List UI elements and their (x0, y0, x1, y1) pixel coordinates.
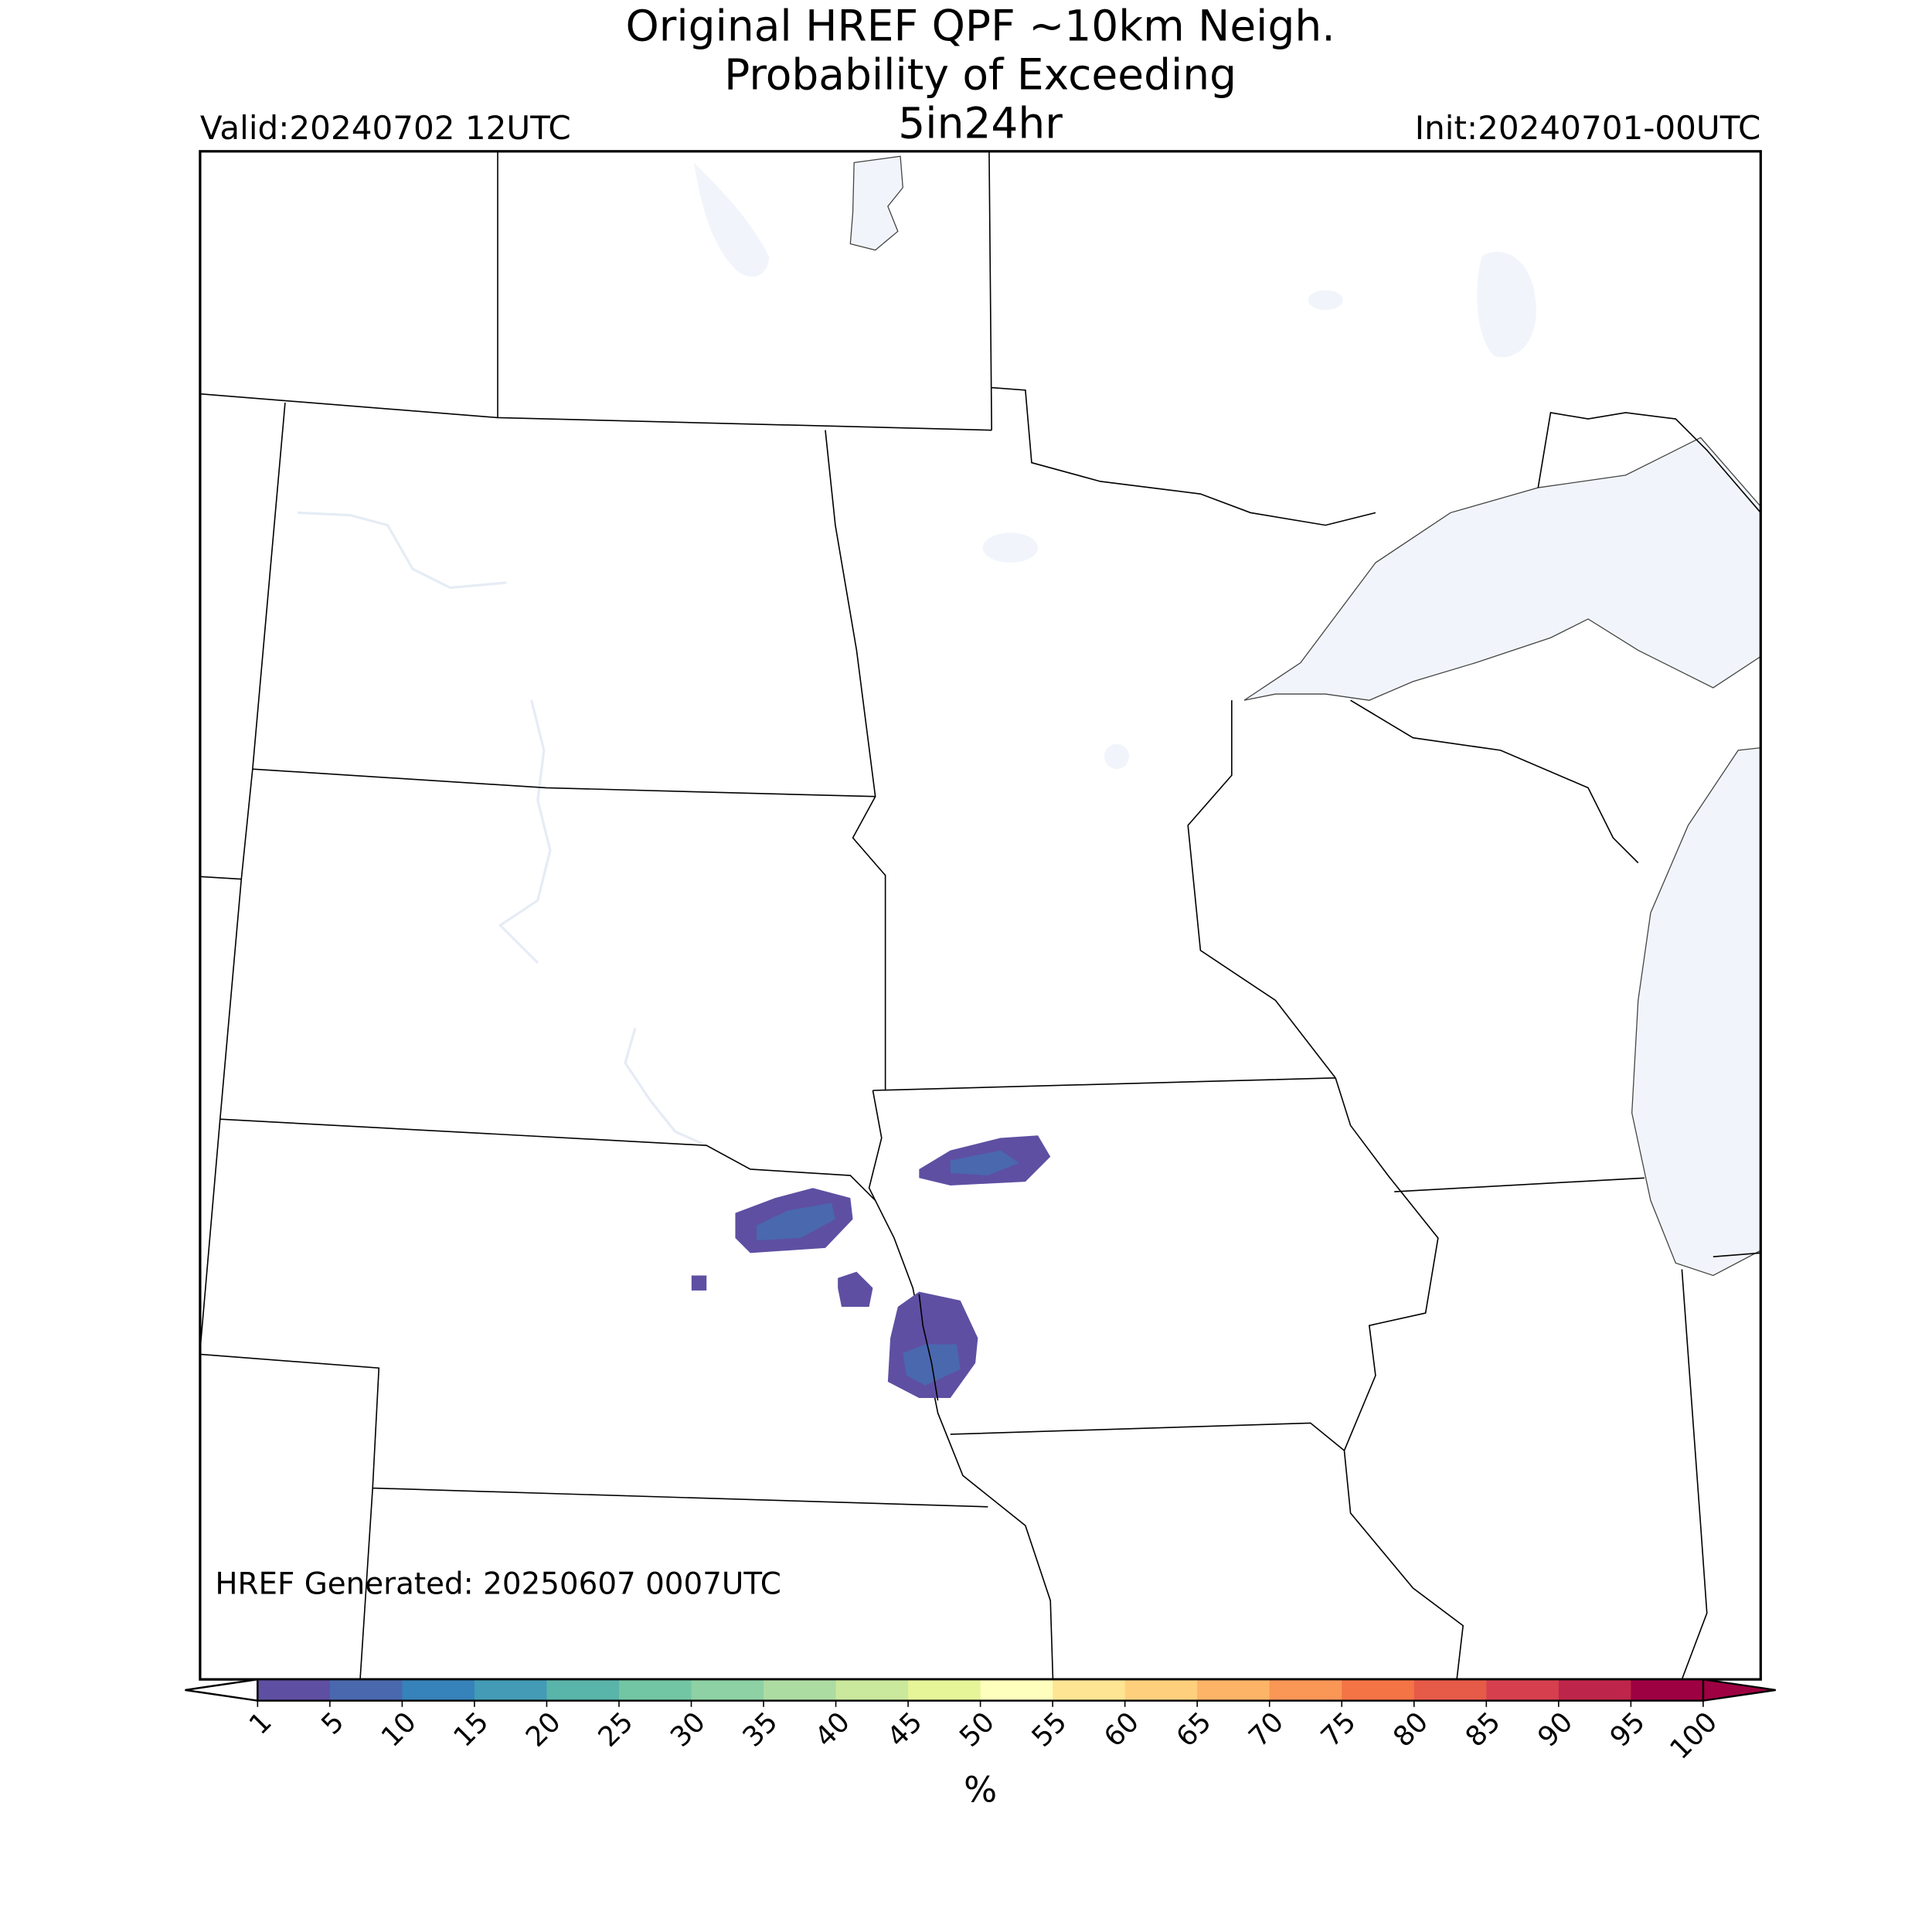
river (298, 511, 507, 590)
colorbar-extend (1702, 1678, 1776, 1702)
colorbar-tick-label: 10 (376, 1706, 423, 1753)
colorbar-segment (329, 1679, 403, 1701)
map-frame (199, 150, 1762, 1681)
colorbar-tick-label: 95 (1604, 1706, 1651, 1753)
colorbar-tick-label: 30 (665, 1706, 712, 1753)
lake (1308, 290, 1343, 311)
generated-time: HREF Generated: 20250607 0007UTC (215, 1566, 781, 1601)
lake (982, 532, 1039, 563)
title-line: Original HREF QPF ~10km Neigh. (625, 1, 1335, 50)
colorbar-segment (691, 1679, 764, 1701)
colorbar-label: % (964, 1769, 997, 1810)
colorbar-tick-label: 40 (809, 1706, 856, 1753)
colorbar-segment (980, 1679, 1053, 1701)
colorbar-tick-label: 90 (1532, 1706, 1579, 1753)
title-line: Probability of Exceeding (724, 49, 1236, 99)
colorbar-tick-label: 15 (447, 1706, 495, 1753)
probability-field (691, 1135, 1051, 1399)
lake (1631, 747, 1761, 1277)
colorbar-segment (1631, 1679, 1704, 1701)
colorbar-tick-label: 85 (1460, 1706, 1507, 1753)
colorbar-tick-label: 1 (243, 1706, 278, 1741)
lake (1243, 437, 1761, 701)
title-line: 5in24hr (898, 99, 1063, 148)
colorbar-tick-label: 25 (592, 1706, 639, 1753)
river (498, 699, 552, 964)
colorbar-segment (1413, 1679, 1488, 1701)
colorbar-tick-label: 20 (520, 1706, 567, 1753)
init-time: Init:20240701-00UTC (1415, 109, 1761, 147)
colorbar: 1 5 10 15 20 25 30 35 40 45 50 55 60 65 70 75 80 85 90 95 10… (185, 1678, 1776, 1766)
boundary (918, 1294, 939, 1401)
colorbar-tick-label: 55 (1026, 1706, 1073, 1753)
colorbar-tick-label: 60 (1098, 1706, 1145, 1753)
colorbar-segment (1342, 1679, 1415, 1701)
colorbar-tick-label: 35 (736, 1706, 784, 1753)
lake (849, 155, 903, 251)
colorbar-segment (474, 1679, 548, 1701)
colorbar-tick-label: 50 (954, 1706, 1001, 1753)
colorbar-segment (908, 1679, 981, 1701)
valid-time: Valid:20240702 12UTC (200, 109, 571, 147)
colorbar-segment (1558, 1679, 1632, 1701)
colorbar-tick-label: 100 (1664, 1706, 1723, 1766)
colorbar-segment (1197, 1679, 1270, 1701)
colorbar-segment (835, 1679, 909, 1701)
precip-area (838, 1271, 873, 1307)
colorbar-segment (546, 1679, 620, 1701)
colorbar-segment (1486, 1679, 1560, 1701)
map (199, 150, 1762, 1681)
colorbar-segment (1053, 1679, 1126, 1701)
colorbar-segment (1269, 1679, 1343, 1701)
colorbar-tick-label: 45 (881, 1706, 928, 1753)
lake (694, 162, 770, 277)
colorbar-tick-label: 70 (1243, 1706, 1290, 1753)
lake (1104, 743, 1130, 770)
colorbar-tick-label: 5 (315, 1706, 350, 1741)
river (624, 1027, 707, 1147)
colorbar-segment (618, 1679, 692, 1701)
colorbar-extend (185, 1678, 259, 1702)
colorbar-segment (764, 1679, 837, 1701)
colorbar-tick-label: 75 (1315, 1706, 1362, 1753)
colorbar-tick-label: 80 (1387, 1706, 1434, 1753)
precip-area (691, 1275, 707, 1291)
colorbar-tick-label: 65 (1171, 1706, 1218, 1753)
boundary (199, 151, 1761, 1680)
colorbar-segment (1124, 1679, 1198, 1701)
precip-area (950, 1150, 1019, 1176)
precip-area (756, 1202, 835, 1241)
colorbar-segment (402, 1679, 475, 1701)
lake (1477, 251, 1537, 358)
colorbar-segment (257, 1679, 331, 1701)
